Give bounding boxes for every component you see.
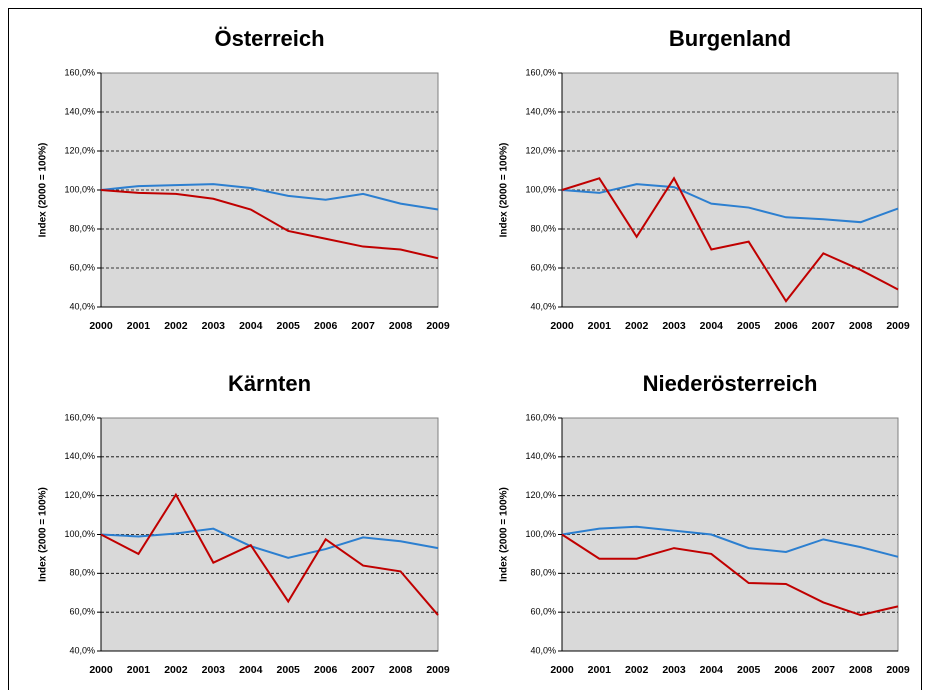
x-tick-label: 2001 (127, 320, 151, 332)
series-line (561, 183, 899, 224)
x-tick-label: 2007 (351, 320, 375, 332)
y-tick-label: 120,0% (525, 490, 556, 500)
y-tick-label: 80,0% (69, 223, 95, 233)
y-tick-label: 120,0% (64, 490, 95, 500)
x-tick-label: 2000 (550, 664, 574, 676)
x-tick-label: 2000 (550, 320, 574, 332)
y-tick-label: 60,0% (69, 262, 95, 272)
y-tick-label: 40,0% (69, 301, 95, 311)
x-tick-label: 2006 (314, 664, 338, 676)
y-tick-label: 140,0% (64, 106, 95, 116)
x-tick-label: 2001 (588, 664, 612, 676)
series-line (100, 492, 439, 616)
x-tick-label: 2002 (625, 320, 649, 332)
y-tick-label: 40,0% (530, 301, 556, 311)
y-tick-label: 60,0% (530, 607, 556, 617)
chart-title: Burgenland (669, 26, 791, 51)
y-tick-label: 160,0% (64, 67, 95, 77)
x-tick-label: 2005 (277, 320, 301, 332)
x-tick-label: 2000 (89, 320, 113, 332)
series-line (561, 533, 899, 617)
x-tick-label: 2005 (277, 664, 301, 676)
x-tick-label: 2003 (662, 320, 686, 332)
y-axis-label: Index (2000 = 100%) (38, 143, 49, 238)
y-tick-label: 40,0% (69, 645, 95, 655)
x-tick-label: 2006 (774, 320, 798, 332)
x-tick-label: 2004 (700, 664, 724, 676)
y-tick-label: 160,0% (64, 412, 95, 422)
series-line (100, 527, 439, 559)
x-tick-label: 2007 (351, 664, 375, 676)
x-tick-label: 2008 (389, 664, 413, 676)
y-axis-label: Index (2000 = 100%) (499, 487, 510, 582)
x-tick-label: 2007 (812, 320, 836, 332)
y-tick-label: 40,0% (530, 645, 556, 655)
y-tick-label: 60,0% (530, 262, 556, 272)
x-tick-label: 2008 (389, 320, 413, 332)
x-tick-label: 2005 (737, 320, 761, 332)
series-line (100, 189, 439, 260)
x-tick-label: 2002 (164, 664, 188, 676)
chart-title: Österreich (214, 26, 324, 51)
y-tick-label: 80,0% (530, 223, 556, 233)
y-axis-label: Index (2000 = 100%) (499, 143, 510, 238)
y-tick-label: 120,0% (525, 145, 556, 155)
y-tick-label: 140,0% (525, 106, 556, 116)
y-tick-label: 100,0% (64, 184, 95, 194)
y-tick-label: 140,0% (64, 451, 95, 461)
x-tick-label: 2007 (812, 664, 836, 676)
y-tick-label: 80,0% (530, 568, 556, 578)
x-tick-label: 2002 (164, 320, 188, 332)
y-tick-label: 100,0% (64, 529, 95, 539)
x-tick-label: 2009 (426, 320, 450, 332)
y-tick-label: 100,0% (525, 184, 556, 194)
x-tick-label: 2000 (89, 664, 113, 676)
y-tick-label: 120,0% (64, 145, 95, 155)
series-line (561, 176, 899, 303)
x-tick-label: 2004 (239, 320, 263, 332)
y-tick-label: 100,0% (525, 529, 556, 539)
x-tick-label: 2003 (662, 664, 686, 676)
series-line (561, 525, 899, 558)
y-tick-label: 140,0% (525, 451, 556, 461)
x-tick-label: 2004 (700, 320, 724, 332)
chart-title: Kärnten (228, 371, 311, 396)
y-tick-label: 160,0% (525, 412, 556, 422)
x-tick-label: 2003 (202, 664, 226, 676)
y-tick-label: 160,0% (525, 67, 556, 77)
y-tick-label: 80,0% (69, 568, 95, 578)
x-tick-label: 2005 (737, 664, 761, 676)
x-tick-label: 2009 (886, 664, 910, 676)
x-tick-label: 2009 (886, 320, 910, 332)
x-tick-label: 2008 (849, 320, 873, 332)
x-tick-label: 2006 (314, 320, 338, 332)
x-tick-label: 2004 (239, 664, 263, 676)
x-tick-label: 2009 (426, 664, 450, 676)
y-tick-label: 60,0% (69, 607, 95, 617)
x-tick-label: 2006 (774, 664, 798, 676)
series-line (100, 183, 439, 211)
x-tick-label: 2008 (849, 664, 873, 676)
x-tick-label: 2001 (127, 664, 151, 676)
chart-title: Niederösterreich (643, 371, 818, 396)
y-axis-label: Index (2000 = 100%) (38, 487, 49, 582)
x-tick-label: 2003 (202, 320, 226, 332)
x-tick-label: 2002 (625, 664, 649, 676)
x-tick-label: 2001 (588, 320, 612, 332)
